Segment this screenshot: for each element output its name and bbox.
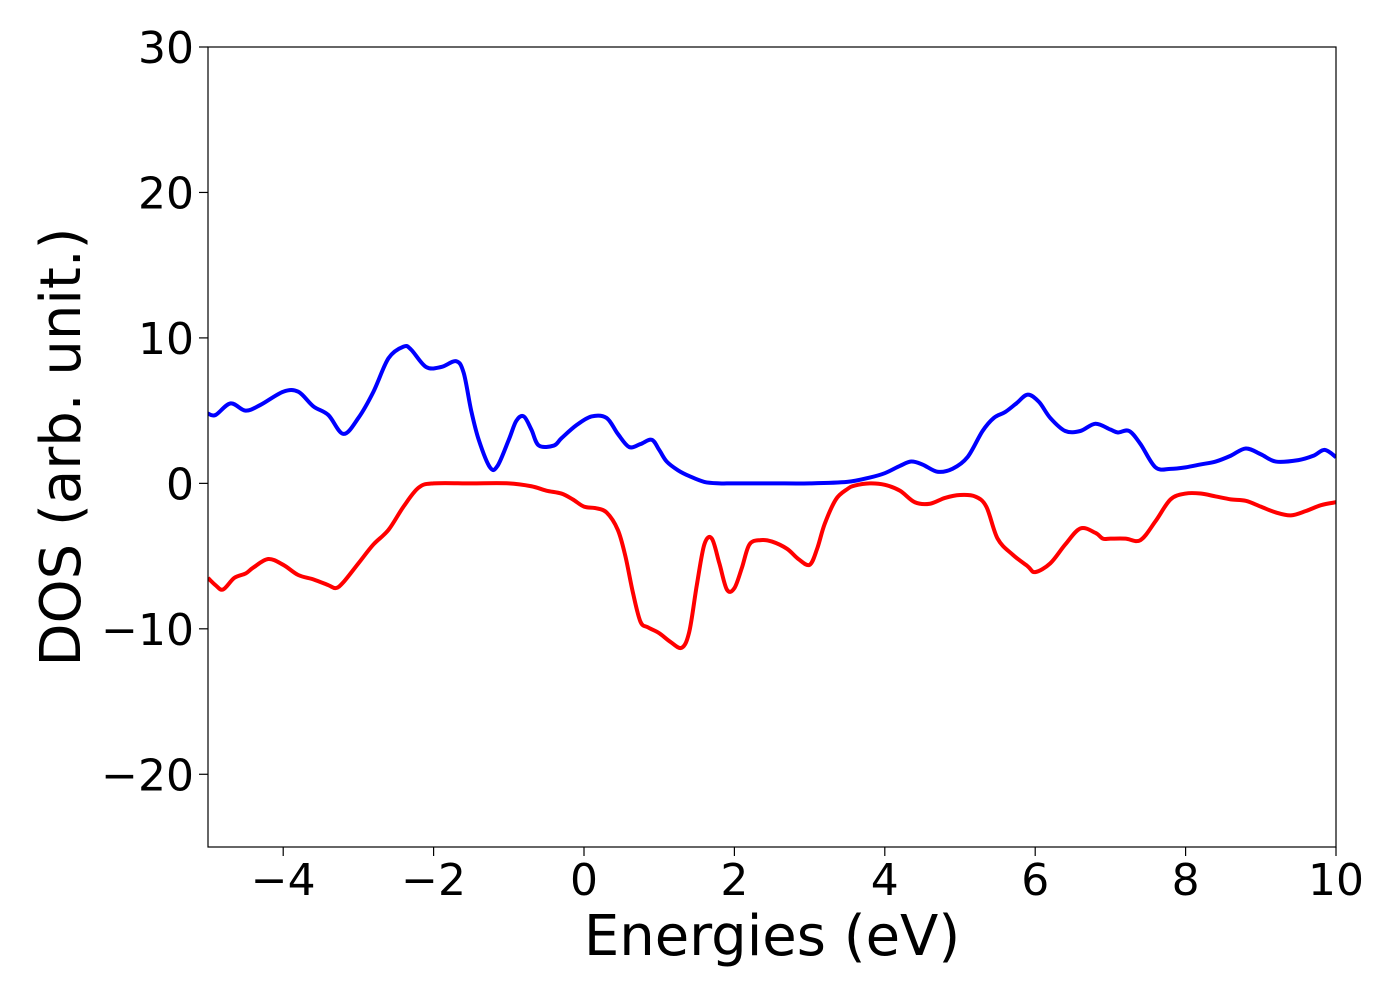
x-axis-label: Energies (eV): [584, 904, 960, 969]
x-tick-label: −2: [401, 855, 466, 906]
x-tick-label: 4: [871, 855, 899, 906]
plot-frame: [207, 46, 1337, 848]
y-tick-label: 0: [166, 459, 194, 510]
y-tick-label: −10: [101, 605, 194, 656]
y-tick-label: 30: [138, 23, 194, 74]
y-axis-label: DOS (arb. unit.): [29, 227, 94, 666]
x-tick-label: 0: [570, 855, 598, 906]
series-line-1: [208, 344, 1336, 486]
y-tick-label: 10: [138, 314, 194, 365]
x-tick-label: −4: [251, 855, 316, 906]
x-axis-ticks: −4 −2 0 2 4 6 8 10: [251, 847, 1364, 906]
y-tick-label: −20: [101, 750, 194, 801]
series-layer: [208, 344, 1336, 651]
x-tick-label: 2: [720, 855, 748, 906]
plot-background: [208, 47, 1336, 847]
y-tick-label: 20: [138, 168, 194, 219]
x-tick-label: 10: [1308, 855, 1364, 906]
y-axis-ticks: 30 20 10 0 −10 −20: [101, 23, 208, 801]
series-line-2: [208, 481, 1336, 651]
x-tick-label: 8: [1172, 855, 1200, 906]
x-tick-label: 6: [1021, 855, 1049, 906]
